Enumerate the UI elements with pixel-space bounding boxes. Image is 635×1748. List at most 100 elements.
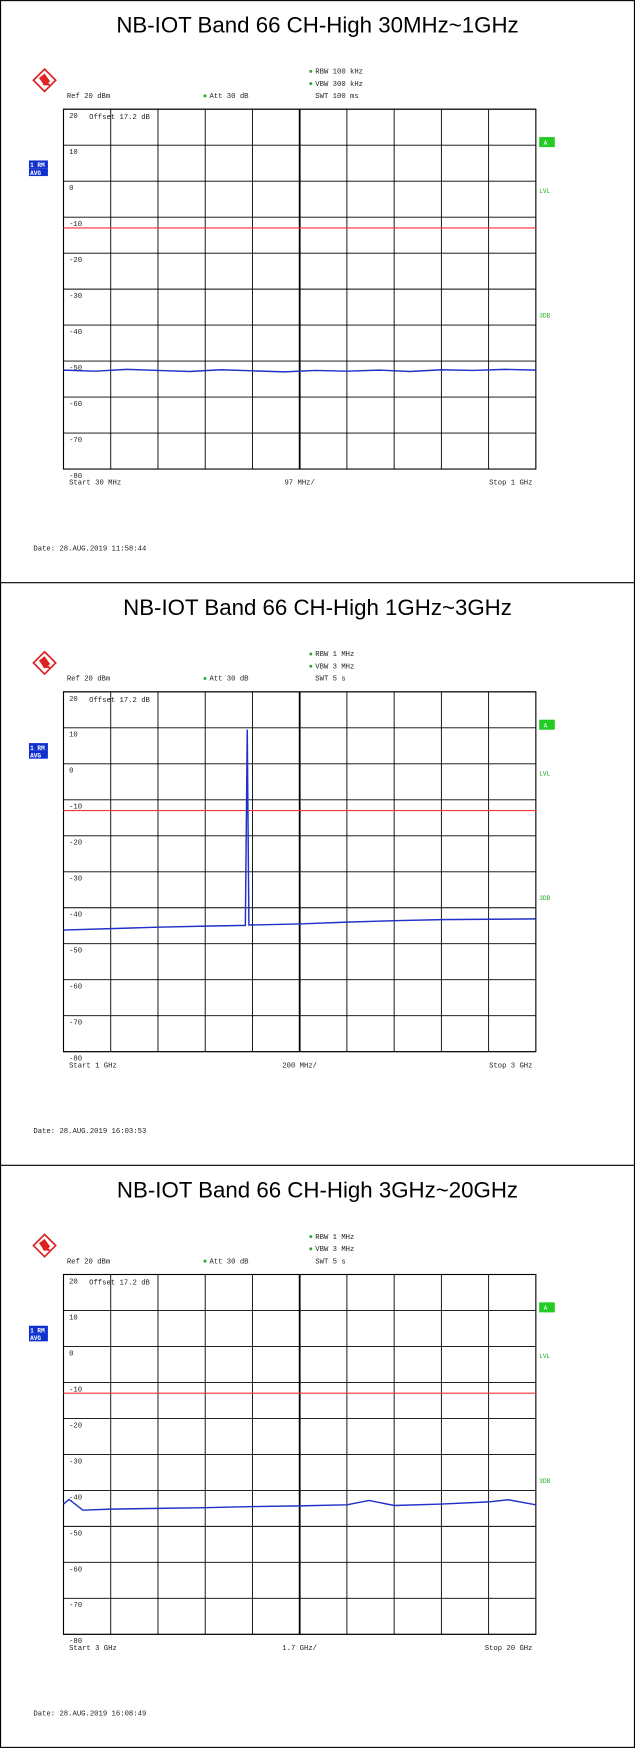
y-tick-label: -50 xyxy=(69,365,82,373)
trace-mode-box xyxy=(28,750,48,759)
offset-label: Offset 17.2 dB xyxy=(89,697,150,705)
side-label: A xyxy=(544,723,548,730)
setting-dot xyxy=(309,1247,313,1251)
side-box xyxy=(539,719,555,730)
y-tick-label: 10 xyxy=(69,732,78,740)
offset-label: Offset 17.2 dB xyxy=(89,1280,150,1288)
span-label: 97 MHz/ xyxy=(284,480,314,488)
y-tick-label: -30 xyxy=(69,293,82,301)
trace xyxy=(63,729,536,931)
trace-mode-box xyxy=(28,160,48,169)
logo-mark xyxy=(38,656,52,669)
y-tick-label: -70 xyxy=(69,437,82,445)
stop-label: Stop 20 GHz xyxy=(485,1645,533,1653)
y-tick-label: -40 xyxy=(69,1494,82,1502)
setting-vbw: VBW 3 MHz xyxy=(315,663,354,671)
trace-mode: 1 RM xyxy=(30,1327,45,1334)
y-tick-label: 10 xyxy=(69,149,78,157)
setting-rbw: RBW 1 MHz xyxy=(315,651,354,659)
trace-mode: AVG xyxy=(30,753,41,760)
stop-label: Stop 1 GHz xyxy=(489,480,532,488)
setting-ref: Ref 20 dBm xyxy=(67,1258,110,1266)
setting-dot xyxy=(309,664,313,668)
setting-dot xyxy=(309,82,313,86)
y-tick-label: -50 xyxy=(69,1530,82,1538)
setting-dot xyxy=(309,1235,313,1239)
logo-mark xyxy=(38,1238,52,1252)
y-tick-label: 0 xyxy=(69,185,73,193)
setting-dot xyxy=(203,677,207,680)
y-tick-label: -40 xyxy=(69,329,82,337)
chart-title: NB-IOT Band 66 CH-High 3GHz~20GHz xyxy=(117,1178,518,1203)
y-tick-label: -60 xyxy=(69,984,82,992)
setting-dot xyxy=(203,1259,207,1263)
logo-mark xyxy=(38,73,52,86)
y-tick-label: -80 xyxy=(69,1638,82,1646)
setting-ref: Ref 20 dBm xyxy=(67,93,110,101)
side-label: LVL xyxy=(539,1353,550,1360)
setting-vbw: VBW 3 MHz xyxy=(315,1246,354,1254)
chart-title: NB-IOT Band 66 CH-High 1GHz~3GHz xyxy=(123,595,512,620)
setting-att: Att 30 dB xyxy=(209,1258,249,1266)
y-tick-label: 0 xyxy=(69,1350,73,1358)
setting-dot xyxy=(309,69,313,73)
setting-rbw: RBW 100 kHz xyxy=(315,69,363,77)
trace-mode: 1 RM xyxy=(30,745,45,752)
start-label: Start 1 GHz xyxy=(69,1062,117,1070)
span-label: 1.7 GHz/ xyxy=(282,1645,317,1653)
trace-mode-box xyxy=(28,1325,48,1334)
setting-att: Att 30 dB xyxy=(209,93,249,101)
y-tick-label: -30 xyxy=(69,1458,82,1466)
setting-dot xyxy=(309,652,313,656)
span-label: 200 MHz/ xyxy=(282,1062,317,1070)
trace-mode: AVG xyxy=(30,170,41,177)
setting-swt: SWT 5 s xyxy=(315,676,345,684)
setting-ref: Ref 20 dBm xyxy=(67,676,110,684)
y-tick-label: -40 xyxy=(69,912,82,920)
setting-att: Att 30 dB xyxy=(209,676,249,684)
y-tick-label: 0 xyxy=(69,768,73,776)
y-tick-label: -20 xyxy=(69,257,82,265)
setting-swt: SWT 100 ms xyxy=(315,93,358,101)
y-tick-label: -20 xyxy=(69,1422,82,1430)
setting-dot xyxy=(203,94,207,98)
y-tick-label: -70 xyxy=(69,1602,82,1610)
y-tick-label: -60 xyxy=(69,401,82,409)
chart-title: NB-IOT Band 66 CH-High 30MHz~1GHz xyxy=(116,12,518,37)
stop-label: Stop 3 GHz xyxy=(489,1062,532,1070)
y-tick-label: 20 xyxy=(69,1278,78,1286)
trace xyxy=(63,1498,536,1511)
start-label: Start 3 GHz xyxy=(69,1645,117,1653)
start-label: Start 30 MHz xyxy=(69,480,121,488)
setting-swt: SWT 5 s xyxy=(315,1258,345,1266)
trace-mode-box xyxy=(28,743,48,751)
setting-vbw: VBW 300 kHz xyxy=(315,81,363,89)
y-tick-label: -10 xyxy=(69,221,82,229)
y-tick-label: 20 xyxy=(69,696,78,704)
trace-mode: 1 RM xyxy=(30,162,45,169)
trace-mode: AVG xyxy=(30,1335,41,1342)
side-label: LVL xyxy=(539,770,550,777)
date-label: Date: 28.AUG.2019 16:03:53 xyxy=(33,1128,146,1136)
y-tick-label: 20 xyxy=(69,113,78,121)
side-label: LVL xyxy=(539,188,550,195)
trace xyxy=(63,368,536,373)
y-tick-label: -20 xyxy=(69,840,82,848)
date-label: Date: 28.AUG.2019 16:08:49 xyxy=(33,1711,146,1719)
setting-rbw: RBW 1 MHz xyxy=(315,1234,354,1242)
trace-mode-box xyxy=(28,1333,48,1342)
y-tick-label: -60 xyxy=(69,1566,82,1574)
y-tick-label: -70 xyxy=(69,1020,82,1028)
y-tick-label: -50 xyxy=(69,948,82,956)
side-box xyxy=(539,1302,555,1313)
side-box xyxy=(539,137,555,148)
side-label: A xyxy=(544,1305,548,1312)
side-label: A xyxy=(544,140,548,147)
side-label: 3DB xyxy=(539,895,550,902)
side-label: 3DB xyxy=(539,313,550,320)
offset-label: Offset 17.2 dB xyxy=(89,114,150,122)
y-tick-label: -30 xyxy=(69,876,82,884)
y-tick-label: -80 xyxy=(69,473,82,481)
